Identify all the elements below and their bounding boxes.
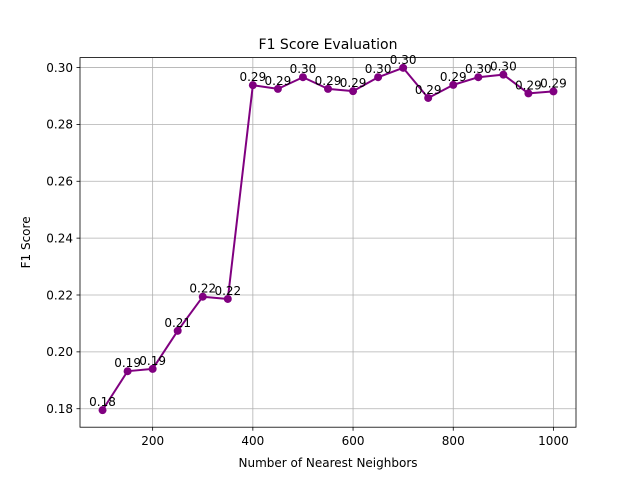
data-point [424, 93, 433, 102]
data-label: 0.22 [214, 284, 241, 298]
data-point [248, 81, 257, 90]
data-point [449, 80, 458, 89]
x-tick-label: 200 [141, 434, 164, 448]
y-tick-label: 0.22 [46, 288, 73, 302]
plot-frame [79, 57, 577, 428]
x-tick-label: 800 [442, 434, 465, 448]
data-label: 0.18 [89, 395, 116, 409]
data-point [173, 326, 182, 335]
data-point [324, 84, 332, 93]
data-point [123, 367, 132, 376]
y-tick-label: 0.18 [46, 402, 73, 416]
data-label: 0.29 [415, 83, 442, 97]
y-tick-label: 0.28 [46, 118, 73, 132]
data-label: 0.30 [365, 62, 392, 76]
x-tick-label: 1000 [538, 434, 569, 448]
data-point [374, 73, 383, 82]
data-point [549, 87, 558, 96]
data-point [399, 63, 408, 72]
data-label: 0.29 [315, 74, 342, 88]
series-line [101, 66, 555, 412]
data-point [273, 84, 282, 93]
data-point [148, 364, 157, 373]
chart-title: F1 Score Evaluation [259, 37, 398, 53]
data-label: 0.21 [164, 316, 191, 330]
data-label: 0.29 [440, 70, 467, 84]
data-label: 0.30 [290, 62, 317, 76]
grid [80, 57, 576, 428]
data-labels: 0.180.190.190.210.220.220.290.290.300.29… [89, 53, 567, 409]
x-axis-label: Number of Nearest Neighbors [239, 456, 418, 470]
data-label: 0.22 [189, 282, 216, 296]
data-label: 0.30 [490, 60, 517, 74]
y-tick-label: 0.30 [46, 61, 73, 75]
data-label: 0.30 [390, 53, 417, 67]
data-point [223, 294, 232, 303]
data-label: 0.19 [139, 354, 166, 368]
y-tick-label: 0.24 [46, 231, 73, 245]
data-point [524, 89, 533, 98]
data-point [98, 406, 107, 415]
series-f1 [98, 63, 558, 415]
data-point [198, 292, 207, 301]
data-point [298, 73, 307, 82]
x-tick-label: 600 [342, 434, 365, 448]
data-label: 0.29 [540, 76, 567, 90]
data-label: 0.29 [265, 74, 292, 88]
ticks: 200 400 600 800 1000 0.18 0.20 0.22 0.24 0.26 0.28… [46, 61, 568, 448]
data-point [349, 87, 358, 96]
y-axis-label: F1 Score [19, 216, 33, 268]
data-point [499, 70, 508, 79]
data-label: 0.29 [515, 78, 542, 92]
data-label: 0.29 [340, 76, 367, 90]
y-tick-label: 0.20 [46, 345, 73, 359]
data-label: 0.29 [239, 70, 266, 84]
data-point [474, 73, 483, 82]
data-label: 0.30 [465, 62, 492, 76]
x-tick-label: 400 [241, 434, 264, 448]
data-label: 0.19 [114, 356, 141, 370]
y-tick-label: 0.26 [46, 175, 73, 189]
